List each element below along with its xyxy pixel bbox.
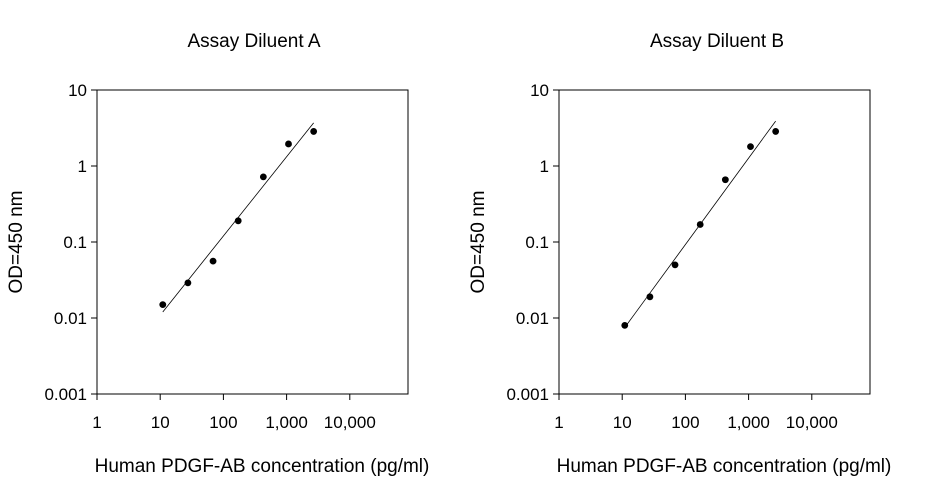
x-tick-label-b: 10,000 [786,413,838,432]
data-point-a [234,217,242,225]
x-axis-label-b: Human PDGF-AB concentration (pg/ml) [557,456,892,477]
data-point-a [259,173,267,181]
data-point-b [721,176,729,184]
x-tick-label-b: 100 [671,413,699,432]
chart-panel-b: Assay Diluent B 0.001 0.01 0.1 1 10 1 10 100 1,0… [468,31,891,477]
y-tick-label-a: 1 [78,157,87,176]
y-axis-label-a: OD=450 nm [6,191,27,294]
x-tick-label-a: 100 [209,413,237,432]
data-point-a [285,140,292,148]
x-axis-label-a: Human PDGF-AB concentration (pg/ml) [95,456,430,477]
y-tick-label-b: 1 [540,157,549,176]
data-point-b [772,128,780,135]
y-axis-label-b: OD=450 nm [468,191,489,294]
x-tick-label-b: 1 [554,413,563,432]
data-points-a [159,128,318,309]
data-point-b [747,143,754,150]
x-tick-label-b: 10 [613,413,632,432]
data-point-a [184,279,192,287]
data-point-a [310,128,318,135]
data-point-b [671,261,679,269]
y-tick-label-a: 10 [68,81,87,100]
data-point-b [696,221,704,228]
data-point-a [209,257,217,265]
x-tick-label-a: 10 [151,413,170,432]
tick-group-a: 0.001 0.01 0.1 1 10 1 10 100 1,000 10,000 [44,81,375,432]
x-tick-label-a: 1,000 [265,413,308,432]
chart-panel-a: Assay Diluent A 0.001 0.01 0.1 1 10 1 10 100 1,0… [6,31,429,477]
y-tick-label-a: 0.01 [54,309,87,328]
y-tick-label-b: 0.001 [506,385,549,404]
x-tick-label-a: 10,000 [324,413,376,432]
x-tick-label-a: 1 [92,413,101,432]
chart-title-a: Assay Diluent A [187,31,320,52]
y-tick-label-b: 10 [530,81,549,100]
data-points-b [621,128,780,329]
y-tick-label-a: 0.001 [44,385,87,404]
y-tick-label-b: 0.1 [525,233,549,252]
plot-frame-b [558,89,871,395]
plot-frame-a [96,89,409,395]
y-tick-label-a: 0.1 [63,233,87,252]
data-point-b [621,321,629,329]
data-point-b [646,293,654,301]
x-tick-label-b: 1,000 [727,413,770,432]
y-tick-label-b: 0.01 [516,309,549,328]
tick-group-b: 0.001 0.01 0.1 1 10 1 10 100 1,000 10,000 [506,81,837,432]
data-point-a [159,301,167,309]
chart-title-b: Assay Diluent B [650,31,784,52]
